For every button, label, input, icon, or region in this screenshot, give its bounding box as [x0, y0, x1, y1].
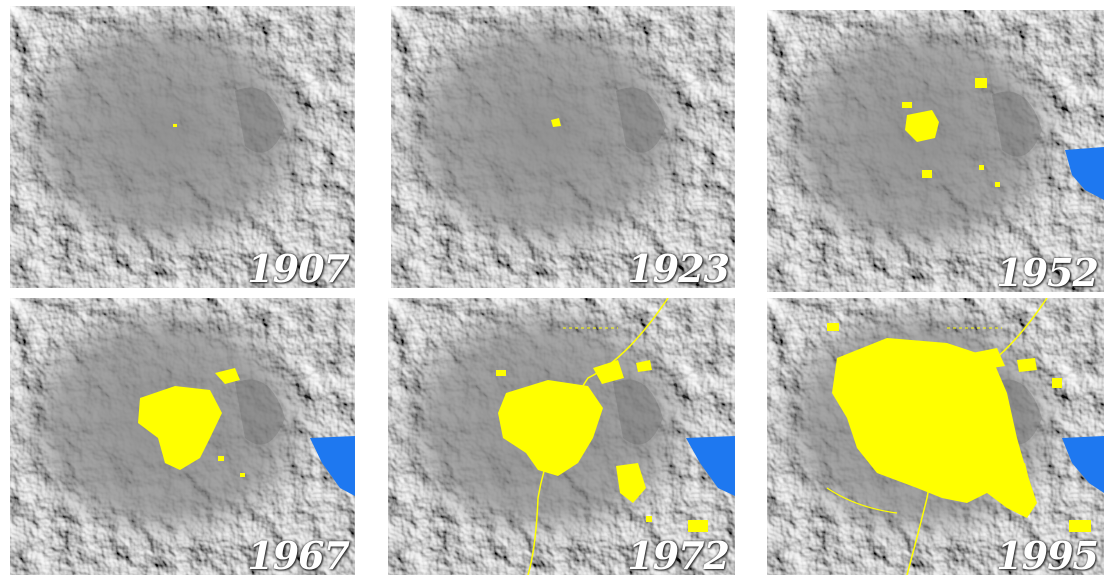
map-panel-1952: 1952: [767, 10, 1104, 292]
year-label: 1907: [247, 246, 350, 288]
terrain-map: [388, 298, 735, 575]
year-label: 1967: [247, 533, 350, 575]
year-label: 1923: [627, 246, 730, 288]
terrain-map: [10, 298, 355, 575]
map-panel-1907: 1907: [10, 6, 355, 288]
lake: [1062, 436, 1104, 493]
map-panel-1923: 1923: [391, 6, 735, 288]
terrain-map: [391, 6, 735, 288]
year-label: 1972: [627, 533, 730, 575]
map-panel-1995: 1995: [767, 298, 1104, 575]
urban-area: [173, 124, 177, 127]
year-label: 1952: [996, 250, 1099, 292]
terrain-map: [10, 6, 355, 288]
road: [527, 298, 669, 575]
urban-area: [138, 368, 245, 477]
lake: [686, 436, 735, 496]
road: [826, 487, 898, 514]
lake: [1065, 147, 1104, 200]
urban-area: [827, 323, 1091, 532]
map-panel-1972: 1972: [388, 298, 735, 575]
terrain-map: [767, 10, 1104, 292]
lake: [310, 436, 355, 496]
urban-area: [902, 78, 1000, 187]
terrain-map: [767, 298, 1104, 575]
road: [906, 298, 1048, 575]
map-panel-1967: 1967: [10, 298, 355, 575]
year-label: 1995: [996, 533, 1099, 575]
urban-area: [551, 118, 561, 127]
urban-area: [496, 360, 708, 532]
